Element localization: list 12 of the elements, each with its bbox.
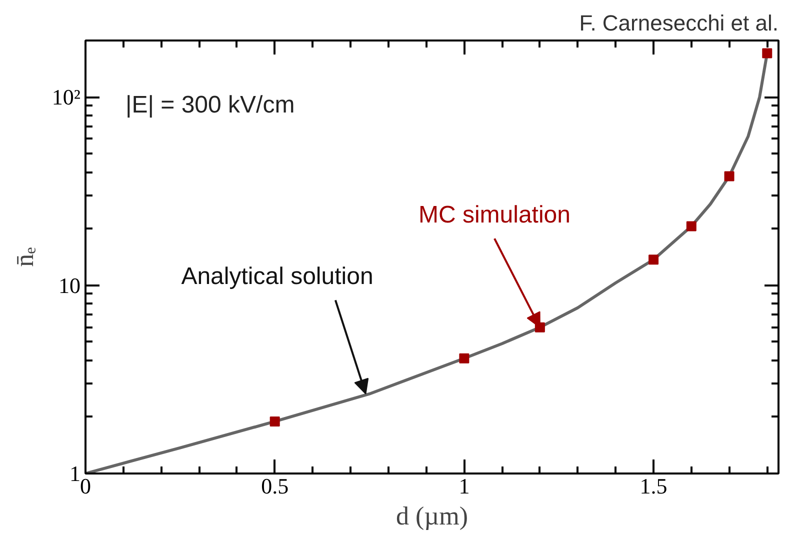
y-tick-label: 10²: [52, 84, 81, 110]
y-axis-title: n̄ₑ: [10, 246, 39, 267]
text: F. Carnesecchi et al.: [579, 10, 778, 36]
annotation: |E| = 300 kV/cm: [126, 92, 295, 118]
x-tick-label: 0.5: [261, 474, 289, 498]
x-tick-label: 0: [80, 474, 91, 498]
x-tick-label: 1: [458, 474, 470, 498]
y-tick-label: 10: [58, 272, 80, 298]
annotation: MC simulation: [418, 201, 571, 228]
x-tick-label: 1.5: [640, 474, 668, 498]
x-axis-title: d (µm): [396, 502, 468, 530]
annotation: Analytical solution: [181, 262, 374, 290]
